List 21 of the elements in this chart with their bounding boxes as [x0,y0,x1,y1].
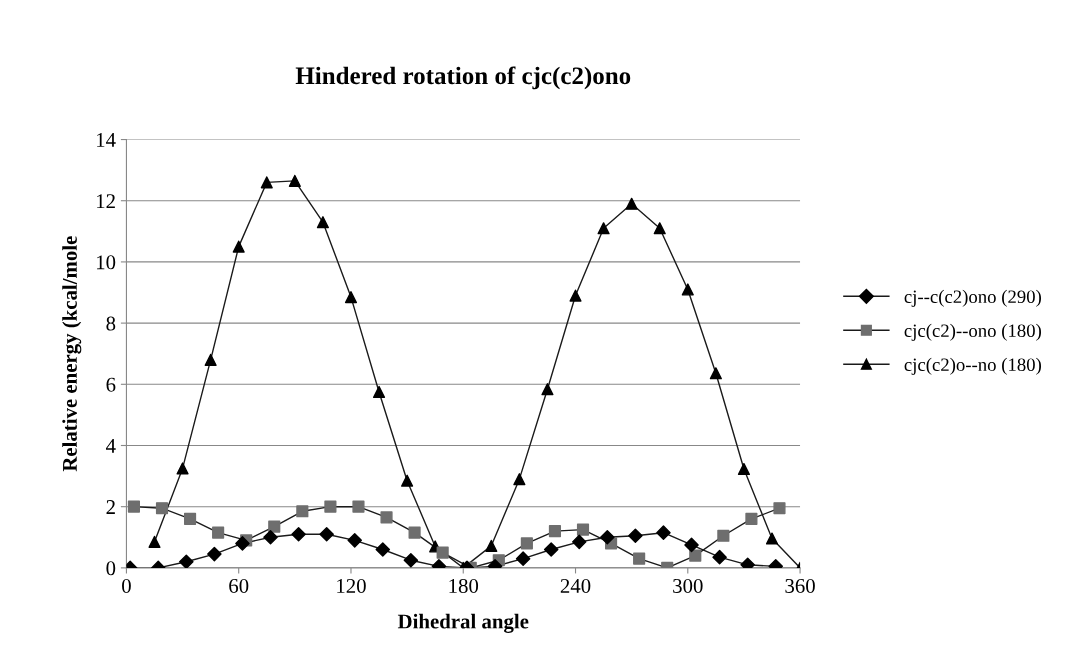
x-tick-label: 60 [229,578,249,593]
x-tick-label: 120 [337,578,366,593]
x-tick-label: 240 [560,578,591,593]
y-tick-label: 12 [97,194,115,208]
x-axis-title: Dihedral angle [397,613,529,633]
x-tick-label: 300 [673,578,703,593]
legend-label: cjc(c2)--ono (180) [904,323,1042,341]
y-tick-label: 2 [106,500,115,514]
x-tick-label: 180 [449,578,479,593]
legend-label: cjc(c2)o--no (180) [904,357,1042,375]
y-axis-title: Relative energy (kcal/mole [62,236,82,472]
y-tick-label: 0 [106,561,116,576]
x-tick-label: 360 [785,578,815,593]
y-tick-label: 4 [106,439,116,453]
chart-title: Hindered rotation of cjc(c2)ono [295,66,631,90]
y-tick-label: 6 [106,377,116,392]
y-tick-label: 10 [97,255,116,270]
x-tick-label: 0 [122,578,131,593]
y-tick-label: 8 [106,316,116,331]
legend-label: cj--c(c2)ono (290) [904,289,1042,307]
y-tick-label: 14 [97,133,116,147]
